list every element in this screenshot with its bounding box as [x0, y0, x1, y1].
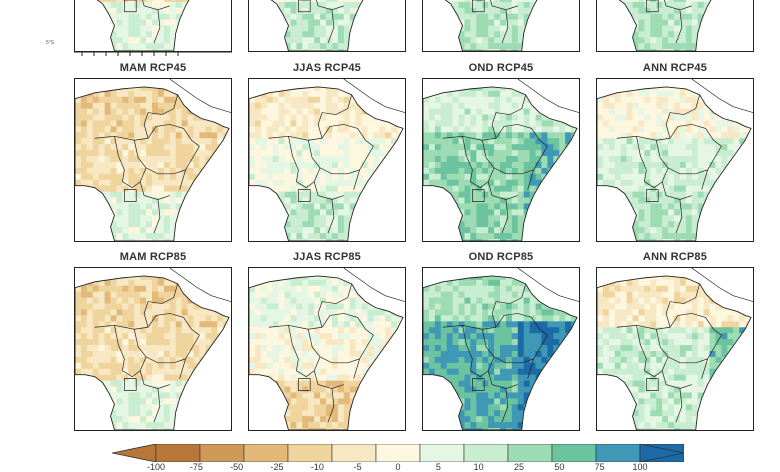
panel-title-ond-rcp85: OND RCP85 [422, 251, 580, 263]
map-panel-mam-rcp85 [74, 267, 232, 431]
colorbar-tick-label: -50 [230, 462, 243, 472]
colorbar-tick-label: -25 [270, 462, 283, 472]
axis-ticks [74, 52, 232, 58]
map-panel-ond-rcp85 [422, 267, 580, 431]
map-panel-mam-rcp45 [74, 78, 232, 242]
map-panel-top-2 [248, 0, 406, 52]
map-panel-jjas-rcp45 [248, 78, 406, 242]
panel-title-mam-rcp85: MAM RCP85 [74, 251, 232, 263]
colorbar-tick-label: 10 [474, 462, 484, 472]
colorbar-tick-label: -5 [354, 462, 362, 472]
colorbar-tick-label: 25 [514, 462, 524, 472]
map-panel-ond-rcp45 [422, 78, 580, 242]
map-panel-ann-rcp85 [596, 267, 754, 431]
colorbar-tick-label: -75 [190, 462, 203, 472]
map-panel-top-3 [422, 0, 580, 52]
map-panel-top-4 [596, 0, 754, 52]
colorbar [112, 444, 684, 462]
panel-title-ann-rcp85: ANN RCP85 [596, 251, 754, 263]
panel-title-mam-rcp45: MAM RCP45 [74, 62, 232, 74]
colorbar-tick-label: -10 [311, 462, 324, 472]
colorbar-tick-label: 75 [595, 462, 605, 472]
panel-title-jjas-rcp85: JJAS RCP85 [248, 251, 406, 263]
panel-title-jjas-rcp45: JJAS RCP45 [248, 62, 406, 74]
latitude-label: 5°S [46, 40, 54, 46]
map-panel-top-1 [74, 0, 232, 52]
colorbar-tick-label: 50 [554, 462, 564, 472]
map-panel-ann-rcp45 [596, 78, 754, 242]
colorbar-tick-label: 100 [632, 462, 647, 472]
panel-title-ann-rcp45: ANN RCP45 [596, 62, 754, 74]
colorbar-tick-label: -100 [147, 462, 165, 472]
panel-title-ond-rcp45: OND RCP45 [422, 62, 580, 74]
colorbar-tick-label: 0 [395, 462, 400, 472]
map-panel-jjas-rcp85 [248, 267, 406, 431]
colorbar-tick-label: 5 [436, 462, 441, 472]
